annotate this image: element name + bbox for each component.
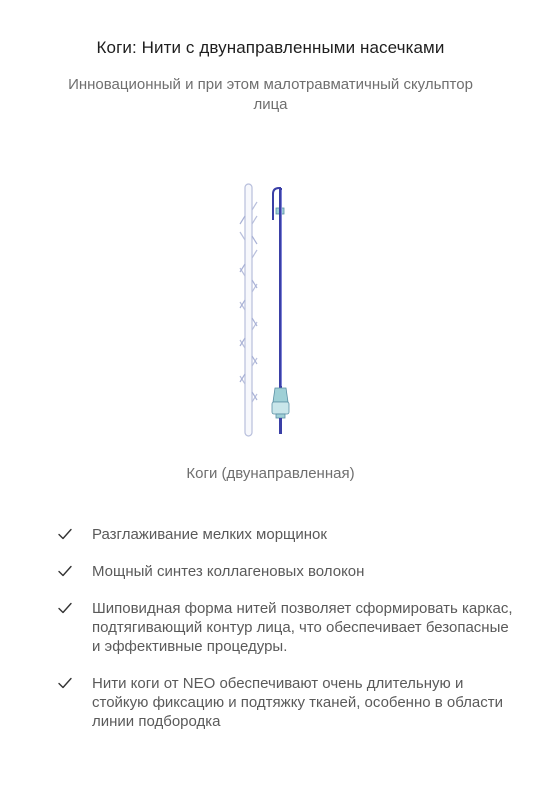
list-item: Мощный синтез коллагеновых волокон — [55, 562, 515, 581]
page-title: Коги: Нити с двунаправленными насечками — [96, 38, 445, 57]
cog-thread-with-cannula-icon — [239, 183, 290, 437]
list-item: Шиповидная форма нитей позволяет сформир… — [55, 599, 515, 656]
benefit-text: Шиповидная форма нитей позволяет сформир… — [92, 600, 513, 655]
page-subtitle: Инновационный и при этом малотравматичны… — [68, 76, 473, 113]
benefit-text: Мощный синтез коллагеновых волокон — [92, 563, 365, 580]
check-icon — [58, 528, 72, 540]
check-icon — [58, 602, 72, 614]
benefits-list: Разглаживание мелких морщинок Мощный син… — [55, 525, 515, 731]
check-icon — [58, 677, 72, 689]
list-item: Нити коги от NEO обеспечивают очень длит… — [55, 674, 515, 731]
check-icon — [58, 565, 72, 577]
cannula-icon — [271, 187, 290, 434]
list-item: Разглаживание мелких морщинок — [55, 525, 515, 544]
benefit-text: Нити коги от NEO обеспечивают очень длит… — [92, 675, 503, 730]
cog-thread-icon — [239, 183, 258, 437]
image-caption: Коги (двунаправленная) — [186, 465, 355, 482]
benefit-text: Разглаживание мелких морщинок — [92, 526, 327, 543]
